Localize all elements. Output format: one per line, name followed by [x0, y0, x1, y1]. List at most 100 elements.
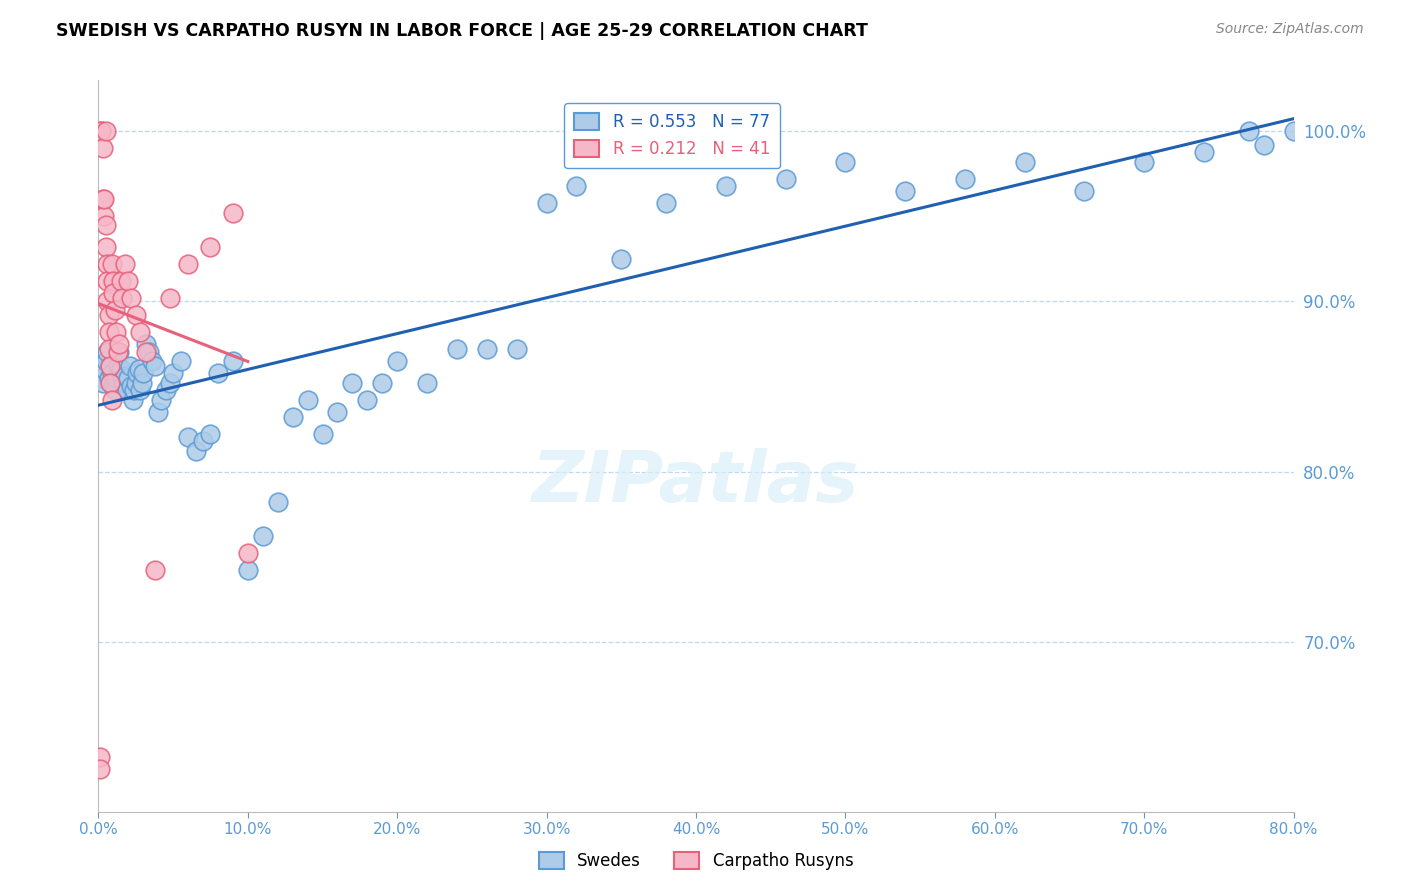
Point	[475, 342, 498, 356]
Point	[97, 371, 120, 385]
Point	[131, 376, 153, 390]
Point	[97, 342, 120, 356]
Point	[1133, 155, 1156, 169]
Point	[121, 393, 143, 408]
Point	[200, 427, 222, 442]
Point	[1282, 124, 1305, 138]
Point	[506, 342, 529, 356]
Point	[446, 342, 468, 356]
Point	[96, 257, 118, 271]
Point	[155, 383, 177, 397]
Point	[125, 308, 148, 322]
Point	[135, 345, 157, 359]
Point	[342, 376, 364, 390]
Point	[135, 337, 157, 351]
Point	[267, 495, 290, 509]
Point	[655, 195, 678, 210]
Point	[114, 257, 136, 271]
Point	[96, 274, 118, 288]
Point	[120, 379, 142, 393]
Point	[89, 762, 111, 776]
Point	[191, 434, 214, 448]
Point	[91, 141, 114, 155]
Point	[385, 354, 409, 368]
Point	[90, 124, 112, 138]
Point	[200, 240, 222, 254]
Point	[125, 376, 148, 390]
Point	[101, 257, 124, 271]
Point	[110, 362, 132, 376]
Point	[103, 379, 125, 393]
Point	[610, 252, 633, 266]
Point	[120, 291, 142, 305]
Point	[124, 383, 146, 397]
Point	[101, 366, 124, 380]
Point	[107, 345, 129, 359]
Point	[117, 274, 139, 288]
Point	[114, 369, 136, 384]
Point	[105, 371, 128, 385]
Point	[1237, 124, 1260, 138]
Point	[236, 546, 259, 560]
Point	[775, 172, 797, 186]
Text: ZIPatlas: ZIPatlas	[533, 448, 859, 517]
Point	[100, 376, 122, 390]
Point	[565, 178, 588, 193]
Point	[132, 366, 155, 380]
Point	[1073, 184, 1095, 198]
Point	[112, 376, 135, 390]
Point	[93, 210, 115, 224]
Point	[150, 393, 173, 408]
Point	[127, 366, 149, 380]
Point	[143, 359, 166, 373]
Point	[1014, 155, 1036, 169]
Point	[311, 427, 333, 442]
Point	[222, 354, 245, 368]
Point	[90, 371, 112, 385]
Point	[100, 359, 122, 373]
Point	[1253, 137, 1275, 152]
Point	[101, 393, 124, 408]
Point	[107, 359, 129, 373]
Point	[162, 366, 184, 380]
Point	[894, 184, 917, 198]
Text: Source: ZipAtlas.com: Source: ZipAtlas.com	[1216, 22, 1364, 37]
Point	[103, 274, 125, 288]
Point	[105, 325, 128, 339]
Point	[115, 383, 138, 397]
Point	[236, 563, 259, 577]
Point	[159, 376, 181, 390]
Point	[177, 257, 200, 271]
Point	[536, 195, 558, 210]
Point	[356, 393, 378, 408]
Point	[1192, 145, 1215, 159]
Point	[281, 410, 304, 425]
Point	[108, 345, 131, 359]
Point	[90, 124, 112, 138]
Point	[117, 371, 139, 385]
Point	[297, 393, 319, 408]
Point	[129, 325, 152, 339]
Point	[94, 240, 117, 254]
Point	[91, 192, 114, 206]
Point	[100, 359, 122, 373]
Point	[97, 308, 120, 322]
Point	[177, 430, 200, 444]
Point	[834, 155, 856, 169]
Point	[141, 354, 163, 368]
Point	[97, 325, 120, 339]
Point	[953, 172, 976, 186]
Point	[103, 285, 125, 300]
Point	[138, 345, 160, 359]
Point	[110, 274, 132, 288]
Point	[111, 371, 134, 385]
Point	[104, 302, 127, 317]
Point	[118, 359, 141, 373]
Point	[111, 291, 134, 305]
Point	[93, 362, 115, 376]
Text: SWEDISH VS CARPATHO RUSYN IN LABOR FORCE | AGE 25-29 CORRELATION CHART: SWEDISH VS CARPATHO RUSYN IN LABOR FORCE…	[56, 22, 868, 40]
Point	[93, 192, 115, 206]
Point	[96, 345, 118, 359]
Point	[371, 376, 394, 390]
Point	[128, 362, 150, 376]
